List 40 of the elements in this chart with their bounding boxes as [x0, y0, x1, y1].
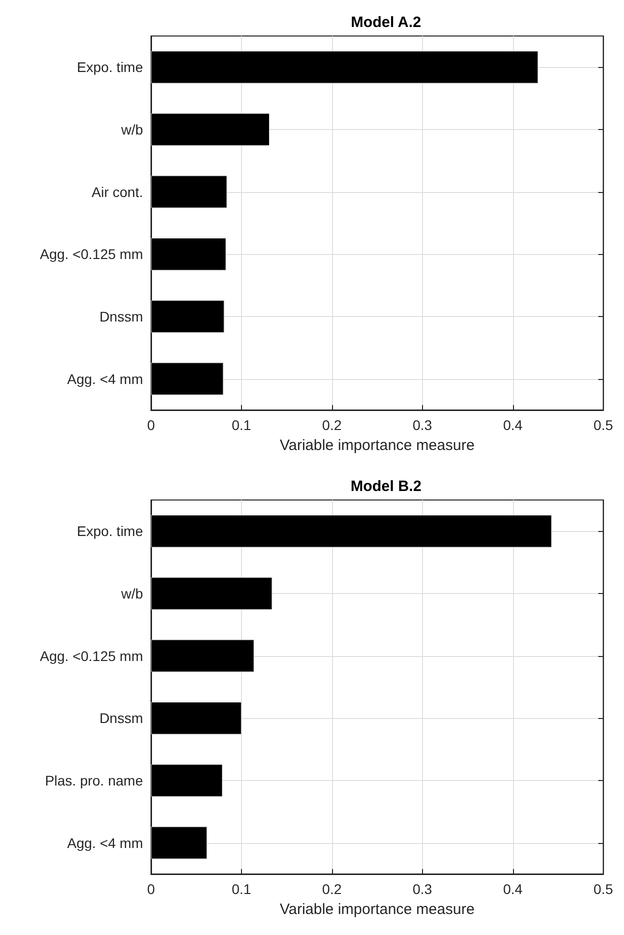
y-tick-label: Agg. <4 mm [67, 370, 143, 387]
bar [151, 50, 538, 84]
y-tick-label: w/b [120, 122, 144, 138]
bar [151, 702, 242, 734]
bar [151, 300, 224, 333]
bar [151, 113, 270, 146]
x-tick-label: 0.5 [594, 881, 614, 897]
chart-title: Model A.2 [350, 14, 422, 31]
x-axis-title: Variable importance measure [280, 437, 475, 454]
x-tick-label: 0 [147, 417, 156, 433]
bar [151, 577, 272, 610]
bar [151, 640, 254, 672]
y-tick-label: Air cont. [92, 184, 143, 200]
y-tick-label: Dnssm [99, 710, 143, 726]
x-tick-label: 0.2 [322, 881, 342, 897]
y-tick-label: Agg. <4 mm [67, 834, 143, 851]
y-tick-label: Expo. time [76, 59, 144, 76]
x-axis-title: Variable importance measure [280, 901, 475, 918]
x-tick-label: 0.4 [503, 881, 523, 897]
y-tick-label: Agg. <0.125 mm [40, 648, 143, 664]
bar [151, 176, 227, 208]
x-tick-label: 0.4 [503, 417, 523, 433]
chart-title: Model B.2 [350, 478, 422, 495]
bar [151, 514, 552, 548]
y-tick-label: w/b [120, 586, 144, 602]
x-tick-label: 0.5 [594, 417, 614, 433]
bar [151, 764, 222, 797]
x-tick-label: 0.3 [412, 881, 432, 897]
bar [151, 362, 224, 396]
y-tick-label: Agg. <0.125 mm [40, 246, 143, 262]
y-tick-label: Dnssm [99, 308, 143, 324]
x-tick-label: 0 [147, 881, 156, 897]
x-tick-label: 0.1 [232, 881, 252, 897]
bar [151, 238, 226, 270]
x-tick-label: 0.1 [232, 417, 252, 433]
x-tick-label: 0.3 [412, 417, 432, 433]
bar [151, 826, 208, 860]
y-tick-label: Plas. pro. name [44, 772, 144, 788]
y-tick-label: Expo. time [76, 523, 144, 540]
x-tick-label: 0.2 [322, 417, 342, 433]
